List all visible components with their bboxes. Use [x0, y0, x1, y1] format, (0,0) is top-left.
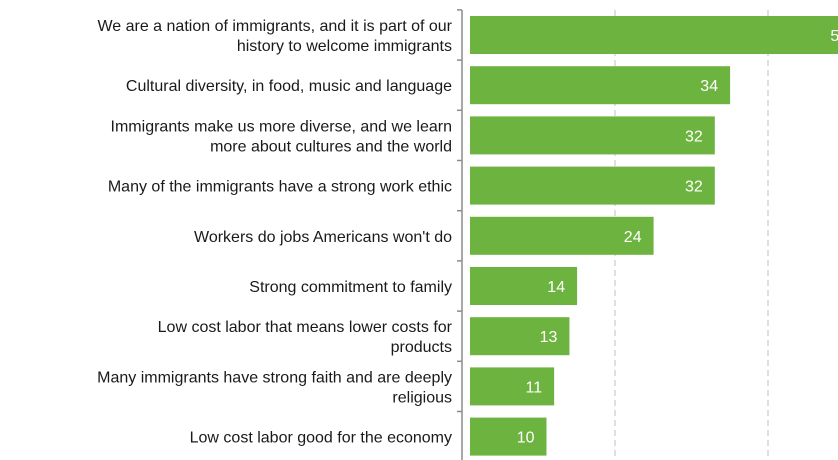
bar-3: [470, 116, 715, 155]
category-label-line: Workers do jobs Americans won't do: [194, 229, 452, 246]
bar-1: [470, 16, 838, 54]
category-label-3: Immigrants make us more diverse, and we …: [111, 118, 452, 155]
data-label-3: 32: [685, 128, 703, 145]
category-label-line: We are a nation of immigrants, and it is…: [97, 18, 452, 35]
category-label-8: Many immigrants have strong faith and ar…: [97, 369, 452, 406]
bar-4: [470, 166, 715, 205]
category-label-5: Workers do jobs Americans won't do: [194, 229, 452, 246]
category-label-9: Low cost labor good for the economy: [190, 430, 452, 447]
bar-5: [470, 216, 654, 255]
bar-9: [470, 417, 547, 456]
category-label-2: Cultural diversity, in food, music and l…: [126, 78, 452, 95]
category-label-line: more about cultures and the world: [210, 138, 452, 155]
category-label-line: history to welcome immigrants: [237, 38, 452, 55]
data-label-5: 24: [624, 229, 642, 246]
category-label-7: Low cost labor that means lower costs fo…: [158, 319, 453, 356]
category-label-line: Strong commitment to family: [249, 279, 452, 296]
category-label-line: Cultural diversity, in food, music and l…: [126, 78, 452, 95]
bar-8: [470, 367, 555, 406]
category-label-line: Low cost labor good for the economy: [190, 430, 452, 447]
data-label-9: 10: [517, 430, 535, 447]
category-label-4: Many of the immigrants have a strong wor…: [108, 179, 452, 196]
bar-6: [470, 267, 578, 305]
category-label-line: Many of the immigrants have a strong wor…: [108, 179, 452, 196]
data-label-6: 14: [547, 279, 565, 296]
category-label-line: products: [391, 339, 452, 356]
data-label-8: 11: [526, 379, 543, 396]
category-label-1: We are a nation of immigrants, and it is…: [97, 18, 452, 55]
data-label-2: 34: [700, 78, 718, 95]
category-label-line: religious: [392, 389, 452, 406]
data-label-7: 13: [540, 329, 558, 346]
data-label-1: 51: [830, 28, 838, 45]
category-label-line: Immigrants make us more diverse, and we …: [111, 118, 452, 135]
category-label-6: Strong commitment to family: [249, 279, 452, 296]
category-label-line: Many immigrants have strong faith and ar…: [97, 369, 452, 386]
data-label-4: 32: [685, 179, 703, 196]
bar-7: [470, 317, 570, 356]
category-label-line: Low cost labor that means lower costs fo…: [158, 319, 453, 336]
bar-2: [470, 66, 731, 105]
